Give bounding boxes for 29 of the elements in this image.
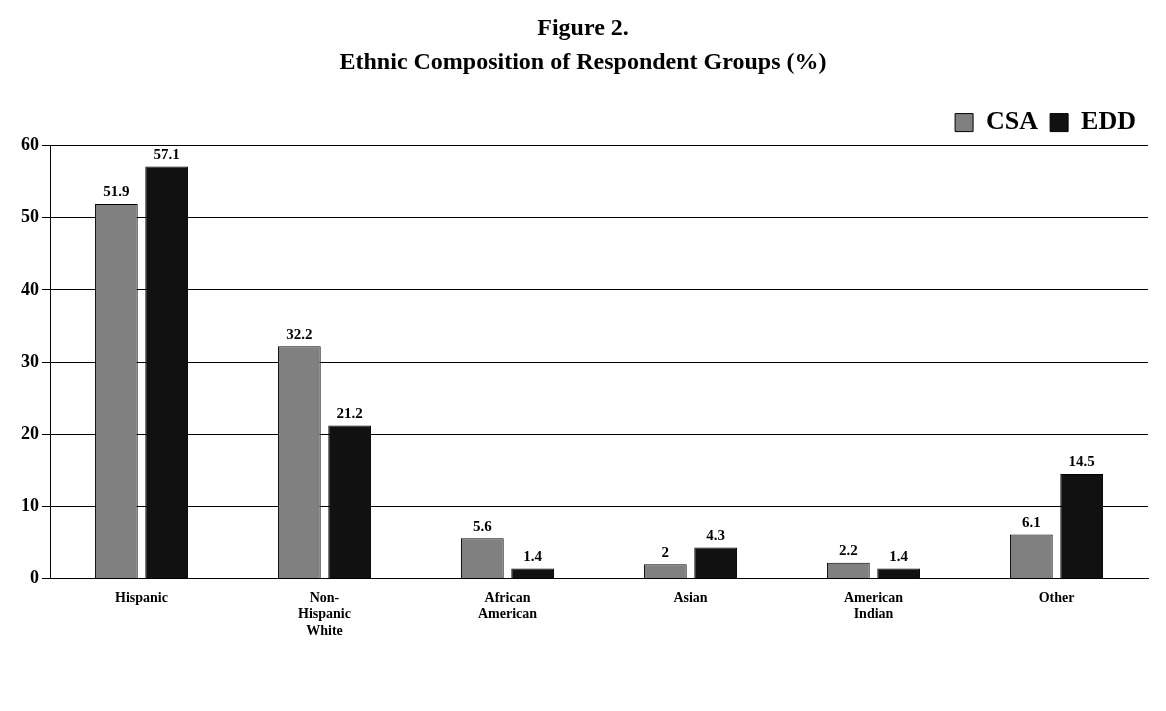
data-label: 21.2 [336,404,363,421]
x-tick-label: African American [477,589,538,622]
data-label: 1.4 [889,547,909,564]
y-tick-label: 50 [21,206,39,227]
x-tick-label: Asian [673,589,708,605]
data-label: 2.2 [838,542,858,559]
chart-subtitle: Ethnic Composition of Respondent Groups (%) [339,48,827,75]
y-tick-label: 40 [21,278,39,299]
x-tick-label: American Indian [843,589,904,622]
y-tick-label: 60 [21,134,39,155]
chart-title: Figure 2. [537,13,629,40]
legend-label: CSA [986,106,1039,136]
data-label: 5.6 [472,517,493,534]
y-tick-label: 0 [30,567,39,588]
data-label: 2 [661,543,670,560]
legend-label: EDD [1081,106,1137,136]
data-label: 4.3 [706,526,726,543]
x-tick-label: Non-Hispanic White [298,589,351,639]
data-label: 1.4 [523,547,543,564]
data-label: 6.1 [1021,513,1041,530]
data-label: 32.2 [286,325,313,342]
y-tick-label: 20 [21,422,39,443]
x-tick-label: Hispanic [115,589,168,605]
x-tick-label: Other [1038,589,1075,605]
data-label: 51.9 [103,183,130,200]
data-label: 14.5 [1068,453,1095,470]
y-tick-label: 30 [21,350,39,371]
data-label: 57.1 [153,145,180,162]
y-tick-label: 10 [21,495,39,516]
